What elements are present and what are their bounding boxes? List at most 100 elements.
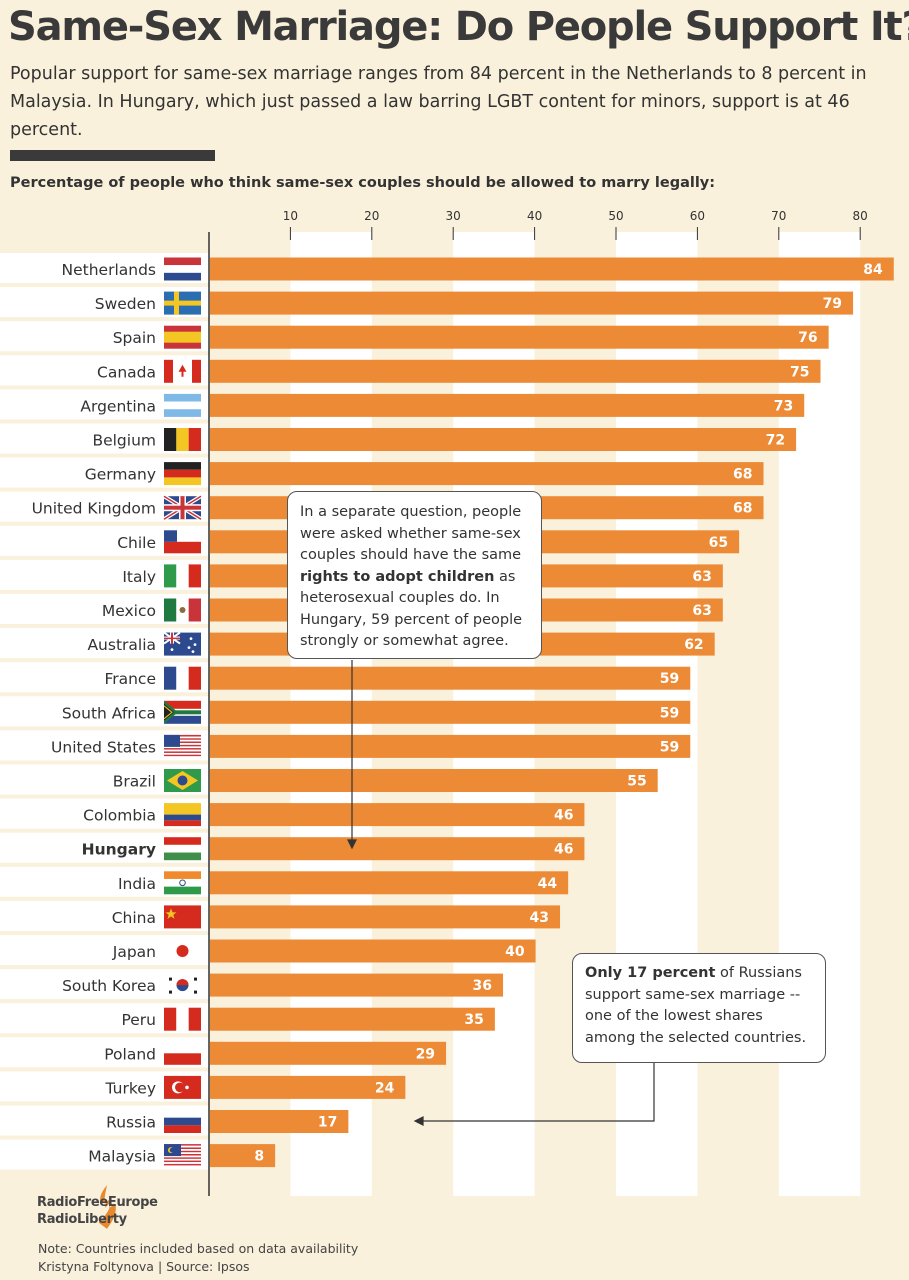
bar-row: Colombia 46 — [0, 798, 585, 829]
chart-question: Percentage of people who think same-sex … — [10, 175, 716, 191]
south-korea-flag-icon — [164, 973, 201, 997]
country-label: Brazil — [113, 773, 156, 791]
country-label: Chile — [117, 534, 156, 552]
data-label: 35 — [464, 1012, 483, 1028]
page-title: Same-Sex Marriage: Do People Support It? — [8, 4, 909, 50]
chile-flag-icon — [164, 530, 201, 554]
logo-line: RadioLiberty — [37, 1212, 127, 1227]
bar — [210, 1110, 349, 1133]
bar — [210, 393, 805, 417]
bar-row: Canada 75 — [0, 355, 821, 386]
spain-flag-icon — [164, 325, 201, 349]
data-label: 62 — [684, 637, 703, 653]
data-label: 75 — [790, 364, 809, 380]
germany-flag-icon — [164, 462, 201, 486]
country-label: Colombia — [83, 807, 156, 825]
country-label: Belgium — [92, 432, 156, 450]
data-label: 72 — [766, 433, 785, 449]
brazil-flag-icon — [164, 769, 201, 792]
country-label: China — [112, 909, 156, 927]
country-label: United States — [51, 738, 156, 756]
x-tick-label: 60 — [690, 209, 705, 223]
bar — [210, 973, 504, 997]
bar — [210, 803, 585, 827]
bar — [210, 1144, 276, 1168]
poland-flag-icon — [164, 1041, 201, 1065]
russia-arrow-head — [413, 1116, 424, 1126]
netherlands-flag-icon — [164, 257, 201, 281]
logo-line: RadioFreeEurope — [37, 1195, 158, 1210]
country-label: Argentina — [80, 397, 156, 415]
data-label: 29 — [416, 1046, 435, 1062]
subtitle: Popular support for same-sex marriage ra… — [10, 64, 867, 140]
footer: Note: Countries included based on data a… — [38, 1240, 358, 1276]
bar — [210, 428, 797, 451]
annotation-text: strongly or somewhat agree. — [300, 633, 509, 649]
country-label: United Kingdom — [32, 500, 156, 518]
x-tick-label: 70 — [771, 209, 786, 223]
mexico-flag-icon — [164, 598, 201, 622]
data-label: 36 — [473, 978, 492, 994]
sweden-flag-icon — [164, 291, 201, 315]
bar — [210, 666, 691, 690]
peru-flag-icon — [164, 1007, 201, 1031]
country-label: Australia — [87, 636, 156, 654]
country-label: South Africa — [62, 704, 156, 722]
bar — [210, 359, 821, 383]
bar — [210, 325, 829, 349]
country-label: Mexico — [102, 602, 156, 620]
argentina-flag-icon — [164, 393, 201, 417]
data-label: 63 — [692, 569, 711, 585]
bar — [210, 769, 658, 792]
data-label: 59 — [660, 705, 679, 721]
bar-row: South Africa 59 — [0, 696, 691, 727]
bar-row: Netherlands 84 — [0, 253, 894, 283]
colombia-flag-icon — [164, 803, 201, 827]
annotation-text: In a separate question, people — [300, 504, 522, 520]
canada-flag-icon — [164, 359, 201, 383]
bar-row: Argentina 73 — [0, 389, 805, 420]
bar — [210, 1041, 447, 1065]
data-label: 17 — [318, 1115, 337, 1131]
title-divider — [10, 150, 215, 161]
footer-note: Note: Countries included based on data a… — [38, 1241, 359, 1256]
country-label: Canada — [97, 363, 156, 381]
annotation-text: of Russians — [715, 965, 802, 981]
bar-row: Peru 35 — [0, 1003, 495, 1034]
country-label: Russia — [106, 1114, 156, 1132]
country-label: France — [104, 670, 156, 688]
bar-row: Belgium 72 — [0, 423, 797, 454]
annotation-text: rights to adopt children as — [300, 567, 531, 589]
bar — [210, 1007, 495, 1031]
data-label: 40 — [505, 944, 525, 960]
australia-flag-icon — [163, 631, 201, 656]
country-label: Malaysia — [88, 1148, 156, 1166]
x-tick-label: 20 — [364, 209, 379, 223]
annotation-emphasis: Only 17 percent — [585, 965, 716, 981]
data-label: 59 — [660, 739, 679, 755]
data-label: 46 — [554, 842, 573, 858]
country-label: Germany — [85, 466, 156, 484]
italy-flag-icon — [164, 564, 201, 588]
annotation-text: Hungary, 59 percent of people — [300, 611, 523, 628]
bar-row: Hungary 46 — [0, 832, 585, 863]
annotation-text: among the selected countries. — [585, 1029, 807, 1046]
data-label: 65 — [709, 535, 728, 551]
x-tick-label: 50 — [608, 209, 623, 223]
france-flag-icon — [164, 666, 201, 690]
japan-flag-icon — [164, 939, 201, 963]
annotation-text: as — [494, 568, 516, 585]
bar — [210, 905, 561, 929]
bar-row: India 44 — [0, 866, 569, 897]
bar — [210, 462, 764, 486]
data-label: 63 — [692, 603, 711, 619]
data-label: 79 — [823, 296, 842, 312]
annotation-text: Only 17 percent of Russians — [585, 963, 815, 985]
bar-row: Brazil 55 — [0, 764, 658, 795]
x-tick-label: 40 — [527, 209, 542, 223]
bar-row: China 43 — [0, 900, 561, 931]
country-label: Japan — [112, 943, 156, 961]
data-label: 84 — [863, 262, 883, 278]
russia-arrow-line — [420, 1063, 655, 1122]
footer-credit: Kristyna Foltynova | Source: Ipsos — [38, 1259, 250, 1274]
